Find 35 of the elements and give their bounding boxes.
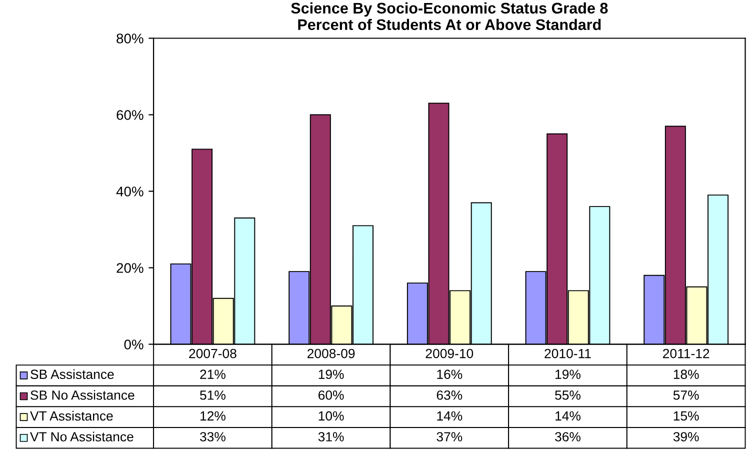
data-label: 10% xyxy=(318,411,344,421)
x-tick-label: 2007-08 xyxy=(189,348,236,358)
y-tick-label: 20% xyxy=(116,263,144,273)
legend-label: SB Assistance xyxy=(30,369,114,380)
x-tick-label: 2010-11 xyxy=(544,348,591,358)
data-label: 14% xyxy=(556,411,580,421)
x-tick-label: 2008-09 xyxy=(308,348,355,358)
legend-label: VT Assistance xyxy=(30,410,113,421)
data-label: 18% xyxy=(674,370,699,380)
data-label: 51% xyxy=(200,390,226,400)
data-label: 60% xyxy=(318,390,344,400)
x-tick-label: 2009-10 xyxy=(426,348,474,358)
x-tick-label: 2011-12 xyxy=(663,348,710,358)
data-label: 39% xyxy=(673,432,699,442)
y-tick-label: 40% xyxy=(116,186,144,196)
data-label: 33% xyxy=(200,432,226,442)
data-label: 12% xyxy=(200,411,226,421)
data-label: 31% xyxy=(318,432,344,442)
data-label: 63% xyxy=(436,390,462,400)
data-label: 15% xyxy=(674,411,699,421)
data-label: 19% xyxy=(556,370,580,380)
y-tick-label: 80% xyxy=(116,34,144,44)
data-label: 19% xyxy=(318,370,344,380)
y-tick-label: 60% xyxy=(116,110,144,120)
data-label: 16% xyxy=(437,370,462,380)
data-label: 14% xyxy=(437,411,462,421)
data-label: 55% xyxy=(555,390,580,400)
data-label: 21% xyxy=(200,370,226,379)
legend-label: VT No Assistance xyxy=(30,432,134,442)
data-label: 37% xyxy=(436,432,462,442)
y-tick-label: 0% xyxy=(124,340,144,350)
legend-label: SB No Assistance xyxy=(30,390,134,400)
data-label: 57% xyxy=(673,390,699,400)
data-label: 36% xyxy=(555,432,580,442)
chart-title: Science By Socio-Economic Status Grade 8 Percent of Students At or Above Standard xyxy=(291,2,608,30)
